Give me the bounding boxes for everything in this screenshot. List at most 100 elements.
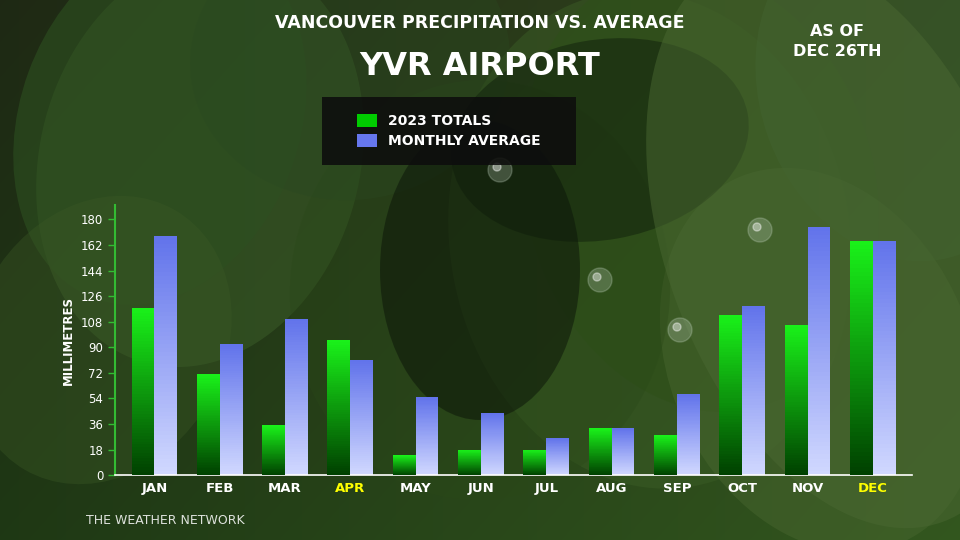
Bar: [220, 390, 243, 393]
Bar: [784, 413, 807, 415]
Bar: [481, 427, 504, 428]
Bar: [262, 452, 285, 453]
Bar: [285, 394, 308, 397]
Ellipse shape: [521, 0, 878, 412]
Bar: [784, 390, 807, 393]
Bar: [197, 384, 220, 386]
Bar: [546, 457, 569, 458]
Bar: [220, 458, 243, 460]
Bar: [677, 446, 700, 447]
Bar: [285, 358, 308, 361]
Bar: [719, 435, 742, 438]
Text: VANCOUVER PRECIPITATION VS. AVERAGE: VANCOUVER PRECIPITATION VS. AVERAGE: [276, 14, 684, 31]
Bar: [481, 456, 504, 457]
Bar: [155, 308, 178, 312]
Bar: [155, 264, 178, 268]
Bar: [677, 416, 700, 417]
Bar: [807, 392, 830, 396]
Bar: [850, 260, 873, 264]
Bar: [220, 440, 243, 442]
Bar: [588, 458, 612, 459]
Bar: [612, 463, 635, 464]
Bar: [654, 452, 677, 453]
Bar: [285, 327, 308, 329]
Bar: [155, 292, 178, 296]
Bar: [327, 399, 350, 401]
Bar: [719, 403, 742, 406]
Bar: [719, 424, 742, 427]
Bar: [873, 421, 896, 424]
Bar: [262, 457, 285, 458]
Bar: [132, 377, 155, 380]
Bar: [807, 396, 830, 401]
Bar: [481, 455, 504, 456]
Bar: [850, 421, 873, 424]
Bar: [197, 474, 220, 475]
Bar: [873, 327, 896, 330]
Bar: [807, 450, 830, 455]
Bar: [350, 412, 373, 414]
Bar: [654, 449, 677, 450]
Bar: [742, 453, 765, 455]
Bar: [807, 426, 830, 430]
Bar: [416, 447, 439, 448]
Text: THE WEATHER NETWORK: THE WEATHER NETWORK: [86, 514, 245, 526]
Bar: [327, 415, 350, 417]
Bar: [220, 454, 243, 456]
Bar: [719, 366, 742, 368]
Bar: [350, 447, 373, 448]
Bar: [742, 315, 765, 318]
Bar: [612, 433, 635, 434]
Bar: [350, 377, 373, 379]
Bar: [220, 393, 243, 395]
Bar: [285, 428, 308, 431]
Bar: [327, 423, 350, 426]
Bar: [262, 472, 285, 474]
Bar: [350, 374, 373, 375]
Bar: [132, 352, 155, 355]
Bar: [784, 405, 807, 407]
Bar: [719, 470, 742, 472]
Bar: [327, 396, 350, 399]
Bar: [807, 260, 830, 264]
Bar: [742, 447, 765, 450]
Bar: [677, 459, 700, 460]
Bar: [350, 414, 373, 416]
Circle shape: [493, 163, 501, 171]
Bar: [742, 374, 765, 376]
Bar: [612, 457, 635, 458]
Bar: [677, 468, 700, 470]
Bar: [654, 470, 677, 471]
Bar: [612, 439, 635, 440]
Ellipse shape: [290, 80, 670, 500]
Bar: [197, 374, 220, 376]
Bar: [742, 351, 765, 354]
Text: YVR AIRPORT: YVR AIRPORT: [360, 51, 600, 82]
Bar: [742, 388, 765, 390]
Bar: [807, 401, 830, 405]
Bar: [873, 248, 896, 252]
Bar: [807, 243, 830, 247]
Bar: [155, 447, 178, 451]
Bar: [350, 370, 373, 372]
Bar: [197, 389, 220, 391]
Bar: [350, 360, 373, 362]
Bar: [197, 448, 220, 450]
Bar: [719, 427, 742, 430]
Bar: [784, 422, 807, 425]
Bar: [784, 395, 807, 397]
Bar: [654, 469, 677, 470]
Bar: [327, 369, 350, 372]
Bar: [677, 463, 700, 464]
Bar: [285, 438, 308, 441]
Bar: [873, 444, 896, 448]
Bar: [262, 462, 285, 463]
Bar: [784, 402, 807, 405]
Bar: [481, 463, 504, 464]
Bar: [612, 464, 635, 465]
Bar: [155, 328, 178, 332]
Bar: [612, 466, 635, 467]
Bar: [677, 465, 700, 467]
Bar: [588, 433, 612, 434]
Bar: [784, 400, 807, 402]
